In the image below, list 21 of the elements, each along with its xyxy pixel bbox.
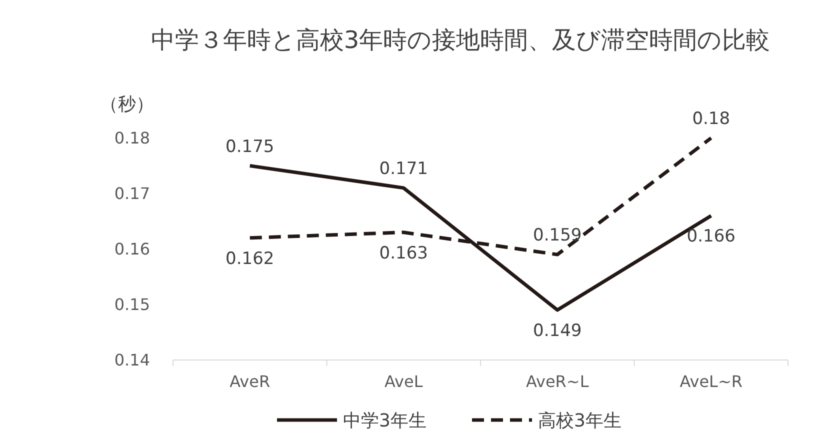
data-label: 0.159 bbox=[533, 226, 582, 246]
x-tick-label: AveR~L bbox=[526, 372, 589, 391]
data-label: 0.162 bbox=[226, 248, 274, 269]
x-tick-label: AveL bbox=[384, 372, 423, 391]
data-label: 0.171 bbox=[379, 158, 428, 179]
x-tick-label: AveL~R bbox=[680, 372, 743, 391]
y-tick-label: 0.16 bbox=[114, 240, 150, 259]
y-tick-label: 0.18 bbox=[114, 128, 150, 148]
data-label: 0.163 bbox=[379, 243, 428, 264]
data-label: 0.18 bbox=[692, 109, 730, 129]
legend-label: 中学3年生 bbox=[343, 410, 426, 432]
data-label: 0.149 bbox=[533, 321, 582, 342]
y-tick-label: 0.17 bbox=[114, 184, 150, 204]
data-label: 0.166 bbox=[686, 226, 736, 247]
y-axis-title: （秒） bbox=[100, 94, 154, 115]
y-tick-label: 0.15 bbox=[114, 295, 150, 314]
y-tick-label: 0.14 bbox=[114, 350, 150, 370]
chart-title: 中学３年時と高校3年時の接地時間、及び滞空時間の比較 bbox=[150, 26, 770, 54]
x-tick-label: AveR bbox=[230, 372, 270, 391]
data-label: 0.175 bbox=[226, 136, 274, 157]
legend-label: 高校3年生 bbox=[538, 410, 622, 432]
